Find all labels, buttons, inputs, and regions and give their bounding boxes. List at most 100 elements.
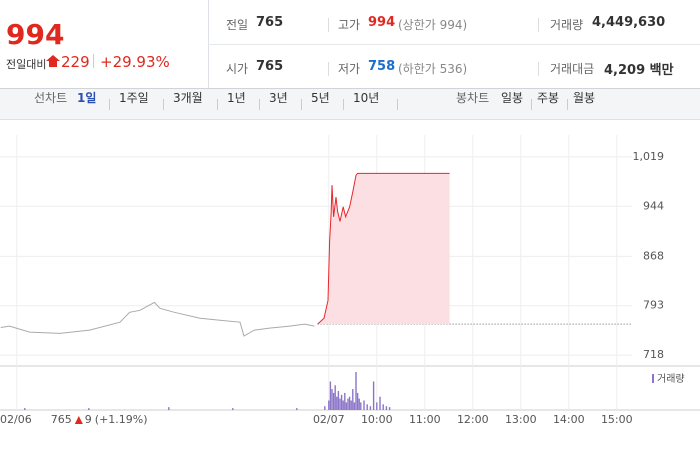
tab[interactable]: 일봉 xyxy=(501,91,524,105)
col-divider xyxy=(328,62,329,76)
tab-bar: 선차트 1일 1주일 3개월 1년 3년 5년 10년 봉차트 일봉 주봉 월봉 xyxy=(0,89,700,120)
y-tick-label: 718 xyxy=(643,348,664,361)
volume-bar xyxy=(353,402,356,410)
divider xyxy=(93,54,94,68)
volume-bar xyxy=(88,408,90,410)
volume-bar xyxy=(345,402,348,410)
stat-label: 거래대금 xyxy=(550,62,595,76)
volume-bar xyxy=(348,396,351,410)
x-tick-label: 13:00 xyxy=(505,413,537,426)
tab[interactable]: 월봉 xyxy=(573,91,596,105)
tab[interactable]: 1주일 xyxy=(119,91,149,105)
col-divider xyxy=(538,62,539,76)
price-line xyxy=(317,172,450,325)
x-tick-label: 15:00 xyxy=(601,413,633,426)
stat-label: 시가 xyxy=(226,62,249,76)
volume-bar xyxy=(360,402,362,410)
legend-swatch xyxy=(652,374,654,383)
tab-divider xyxy=(163,99,164,110)
chart: 718 793 868 944 1,019 02/06 02/07 10:00 11:00 12:… xyxy=(0,135,700,426)
col-divider xyxy=(538,18,539,32)
tab-divider xyxy=(217,99,218,110)
volume-bar xyxy=(388,407,391,410)
tab-group-label: 봉차트 xyxy=(456,91,490,105)
volume-bar xyxy=(328,400,330,410)
volume-bar xyxy=(342,400,344,410)
col-divider xyxy=(328,18,329,32)
x-tick-label: 02/06 xyxy=(0,413,32,426)
y-tick-label: 793 xyxy=(643,299,664,312)
y-tick-label: 868 xyxy=(643,249,664,262)
volume-bar xyxy=(332,392,335,410)
stat-value: 4,449,630 xyxy=(592,15,666,30)
x-tick-label: 11:00 xyxy=(409,413,441,426)
volume-bar xyxy=(358,398,360,410)
price-line xyxy=(0,301,315,337)
area xyxy=(317,173,450,325)
stat-label: 전일 xyxy=(226,18,249,32)
volume-bar xyxy=(331,389,333,410)
up-arrow xyxy=(46,55,60,67)
legend-label: 거래량 xyxy=(657,373,685,385)
tab-divider xyxy=(109,99,110,110)
tab-divider xyxy=(531,99,532,110)
tab-divider xyxy=(343,99,344,110)
volume-bar xyxy=(356,392,359,410)
row-divider xyxy=(208,44,700,45)
volume-bar xyxy=(369,406,372,410)
stat-note: (하한가 536) xyxy=(398,62,468,76)
volume-bar xyxy=(379,396,381,410)
tab[interactable]: 10년 xyxy=(353,91,380,105)
tab-group-label: 선차트 xyxy=(34,91,68,105)
tab[interactable]: 3개월 xyxy=(173,91,203,105)
tab[interactable]: 3년 xyxy=(269,91,288,105)
tab-divider xyxy=(259,99,260,110)
volume-bar xyxy=(372,381,375,410)
volume-bar xyxy=(232,408,234,410)
tab[interactable]: 1일 xyxy=(77,91,97,105)
header: 994 전일대비 229 +29.93% 전일 765 고가 994 (상한가 994)… xyxy=(0,0,700,89)
volume-bar xyxy=(363,400,365,410)
volume-bar xyxy=(329,381,332,410)
x-tick-label: 10:00 xyxy=(361,413,393,426)
y-tick-label: 1,019 xyxy=(633,150,665,163)
volume-bar xyxy=(336,396,338,410)
prev-change-pct: (+1.19%) xyxy=(95,413,148,426)
tab[interactable]: 주봉 xyxy=(537,91,560,105)
volume-bar xyxy=(366,404,368,410)
volume-bar xyxy=(337,391,340,410)
tab-divider xyxy=(301,99,302,110)
tab[interactable]: 1년 xyxy=(227,91,246,105)
volume-bar xyxy=(352,389,354,410)
stat-value: 765 xyxy=(256,59,284,74)
up-triangle xyxy=(74,416,83,424)
volume-bar xyxy=(376,402,378,410)
volume-bar xyxy=(340,394,343,410)
change: 229 xyxy=(61,53,90,71)
stat-value: 4,209 백만 xyxy=(604,63,674,78)
prev-change: 9 xyxy=(85,413,92,426)
stat-note: (상한가 994) xyxy=(398,18,468,32)
stat-label: 거래량 xyxy=(550,18,584,32)
price-box: 994 전일대비 229 +29.93% xyxy=(0,0,209,88)
stat-value: 994 xyxy=(368,15,396,30)
volume-bar xyxy=(344,392,346,410)
volume-bar xyxy=(347,398,349,410)
x-tick-label: 02/07 xyxy=(313,413,345,426)
price: 994 xyxy=(6,18,65,51)
change-pct: +29.93% xyxy=(100,53,170,71)
volume-bar xyxy=(296,408,298,410)
volume-bar xyxy=(168,407,170,410)
prev-close: 765 xyxy=(51,413,72,426)
volume-bar xyxy=(334,385,336,410)
stat-value: 765 xyxy=(256,15,284,30)
tab-divider xyxy=(397,99,398,110)
volume-bar xyxy=(385,406,388,410)
x-tick-label: 12:00 xyxy=(457,413,489,426)
y-tick-label: 944 xyxy=(643,199,664,212)
volume-bar xyxy=(350,400,352,410)
tab[interactable]: 5년 xyxy=(311,91,330,105)
stat-label: 고가 xyxy=(338,18,361,32)
tab-divider xyxy=(567,99,568,110)
